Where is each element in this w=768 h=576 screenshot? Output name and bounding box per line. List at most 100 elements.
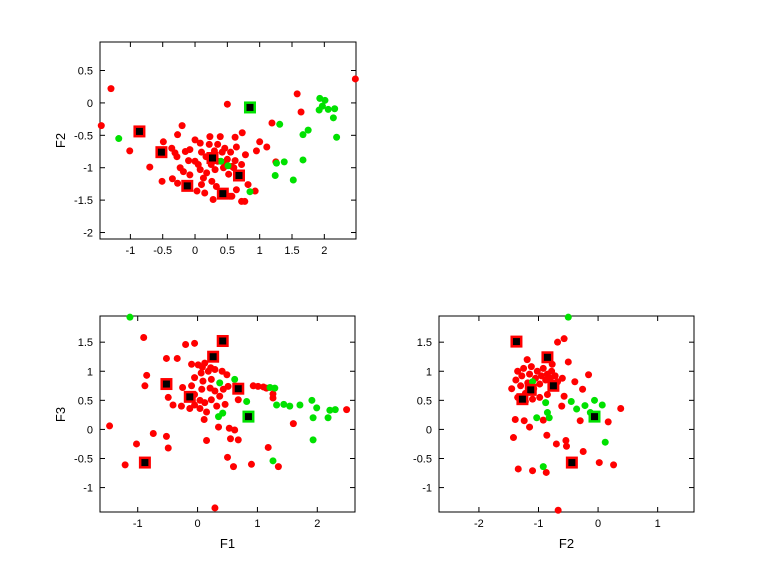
data-point-class-red[interactable] — [244, 181, 252, 189]
data-point-class-green[interactable] — [289, 176, 297, 184]
data-point-class-red[interactable] — [511, 416, 519, 424]
data-point-class-red[interactable] — [343, 406, 351, 414]
data-point-class-red[interactable] — [211, 387, 219, 395]
data-point-class-green[interactable] — [217, 157, 225, 165]
data-point-class-red[interactable] — [536, 380, 544, 388]
data-point-class-red[interactable] — [517, 382, 525, 390]
data-point-class-green[interactable] — [315, 106, 323, 114]
data-point-class-red[interactable] — [231, 157, 239, 165]
data-point-class-red[interactable] — [191, 136, 199, 144]
data-point-class-red[interactable] — [579, 385, 587, 393]
data-point-class-red[interactable] — [203, 169, 211, 177]
scatter-plot-f2-vs-f1[interactable]: F2 -1 -0.5 0 0.5 1 1.5 2 0.5 0 -0.5 -1 -1.5 -2 — [53, 41, 359, 257]
data-point-class-red[interactable] — [536, 393, 544, 401]
data-point-selected-red[interactable] — [510, 335, 523, 348]
data-point-class-red[interactable] — [558, 402, 566, 410]
data-point-class-green[interactable] — [333, 133, 341, 141]
data-point-selected-red[interactable] — [207, 350, 220, 363]
data-point-selected-red[interactable] — [216, 187, 229, 200]
data-point-class-red[interactable] — [225, 170, 233, 178]
data-point-class-red[interactable] — [554, 506, 562, 514]
data-point-class-red[interactable] — [211, 366, 219, 374]
data-point-class-green[interactable] — [321, 96, 329, 104]
data-point-class-red[interactable] — [214, 140, 222, 148]
data-point-class-red[interactable] — [149, 429, 157, 437]
data-point-class-red[interactable] — [198, 385, 206, 393]
data-point-class-red[interactable] — [204, 367, 212, 375]
data-point-class-green[interactable] — [280, 158, 288, 166]
scatter-plot-f3-vs-f2[interactable]: F2 -2 -1 0 1 1.5 1 0.5 0 -0.5 -1 — [413, 313, 695, 551]
data-point-class-red[interactable] — [143, 371, 151, 379]
data-point-class-green[interactable] — [296, 401, 304, 409]
data-point-class-red[interactable] — [188, 382, 196, 390]
data-point-class-red[interactable] — [227, 148, 235, 156]
data-point-class-red[interactable] — [533, 367, 541, 375]
data-point-class-red[interactable] — [179, 384, 187, 392]
data-point-class-red[interactable] — [141, 382, 149, 390]
data-point-class-red[interactable] — [351, 75, 359, 83]
data-point-class-green[interactable] — [581, 402, 589, 410]
data-point-class-red[interactable] — [158, 177, 166, 185]
data-point-class-red[interactable] — [223, 100, 231, 108]
data-point-class-red[interactable] — [289, 420, 297, 428]
data-point-class-red[interactable] — [297, 108, 305, 116]
data-point-class-green[interactable] — [564, 313, 572, 321]
data-point-class-red[interactable] — [225, 424, 233, 432]
data-point-class-green[interactable] — [598, 401, 606, 409]
data-point-class-red[interactable] — [197, 181, 205, 189]
data-point-selected-red[interactable] — [181, 179, 194, 192]
data-point-class-red[interactable] — [514, 465, 522, 473]
data-point-class-red[interactable] — [543, 391, 551, 399]
data-point-class-green[interactable] — [539, 463, 547, 471]
data-point-class-red[interactable] — [256, 138, 264, 146]
data-point-class-red[interactable] — [571, 378, 579, 386]
data-point-class-red[interactable] — [529, 395, 537, 403]
data-point-class-red[interactable] — [508, 385, 516, 393]
data-point-class-red[interactable] — [560, 335, 568, 343]
data-point-class-red[interactable] — [201, 189, 209, 197]
data-point-class-red[interactable] — [207, 396, 215, 404]
data-point-class-red[interactable] — [269, 394, 277, 402]
data-point-class-red[interactable] — [520, 364, 528, 372]
data-point-class-red[interactable] — [224, 382, 232, 390]
data-point-class-green[interactable] — [329, 114, 337, 122]
data-point-class-red[interactable] — [509, 434, 517, 442]
data-point-class-red[interactable] — [232, 143, 240, 151]
data-point-class-red[interactable] — [274, 463, 282, 471]
data-point-class-red[interactable] — [171, 149, 179, 157]
data-point-class-green[interactable] — [326, 406, 334, 414]
data-point-selected-red[interactable] — [206, 151, 219, 164]
data-point-class-red[interactable] — [230, 164, 238, 172]
data-point-class-red[interactable] — [293, 90, 301, 98]
data-point-class-red[interactable] — [191, 374, 199, 382]
data-point-class-green[interactable] — [324, 105, 332, 113]
data-point-class-red[interactable] — [191, 401, 199, 409]
data-point-class-green[interactable] — [567, 397, 575, 405]
data-point-class-red[interactable] — [216, 133, 224, 141]
data-point-class-red[interactable] — [542, 468, 550, 476]
data-point-selected-red[interactable] — [547, 379, 560, 392]
data-point-class-red[interactable] — [224, 453, 231, 461]
data-point-class-red[interactable] — [238, 160, 246, 168]
data-point-class-green[interactable] — [308, 396, 316, 404]
data-point-class-green[interactable] — [243, 397, 251, 405]
data-point-class-red[interactable] — [159, 138, 167, 146]
data-point-class-red[interactable] — [199, 377, 207, 385]
data-point-class-red[interactable] — [185, 157, 193, 165]
data-point-class-green[interactable] — [309, 436, 317, 444]
data-point-class-red[interactable] — [539, 416, 547, 424]
data-point-class-red[interactable] — [529, 467, 537, 475]
data-point-selected-red[interactable] — [160, 378, 173, 391]
data-point-class-red[interactable] — [223, 371, 231, 379]
data-point-class-green[interactable] — [573, 405, 581, 413]
data-point-selected-green[interactable] — [242, 410, 255, 423]
data-point-class-red[interactable] — [232, 186, 240, 194]
data-point-class-red[interactable] — [523, 356, 531, 364]
data-point-selected-red[interactable] — [216, 335, 229, 348]
data-point-class-red[interactable] — [263, 143, 271, 151]
data-point-class-red[interactable] — [527, 363, 535, 371]
data-point-class-red[interactable] — [554, 338, 562, 346]
data-point-class-green[interactable] — [115, 135, 123, 143]
data-point-class-red[interactable] — [512, 376, 520, 384]
data-point-selected-red[interactable] — [541, 351, 554, 364]
